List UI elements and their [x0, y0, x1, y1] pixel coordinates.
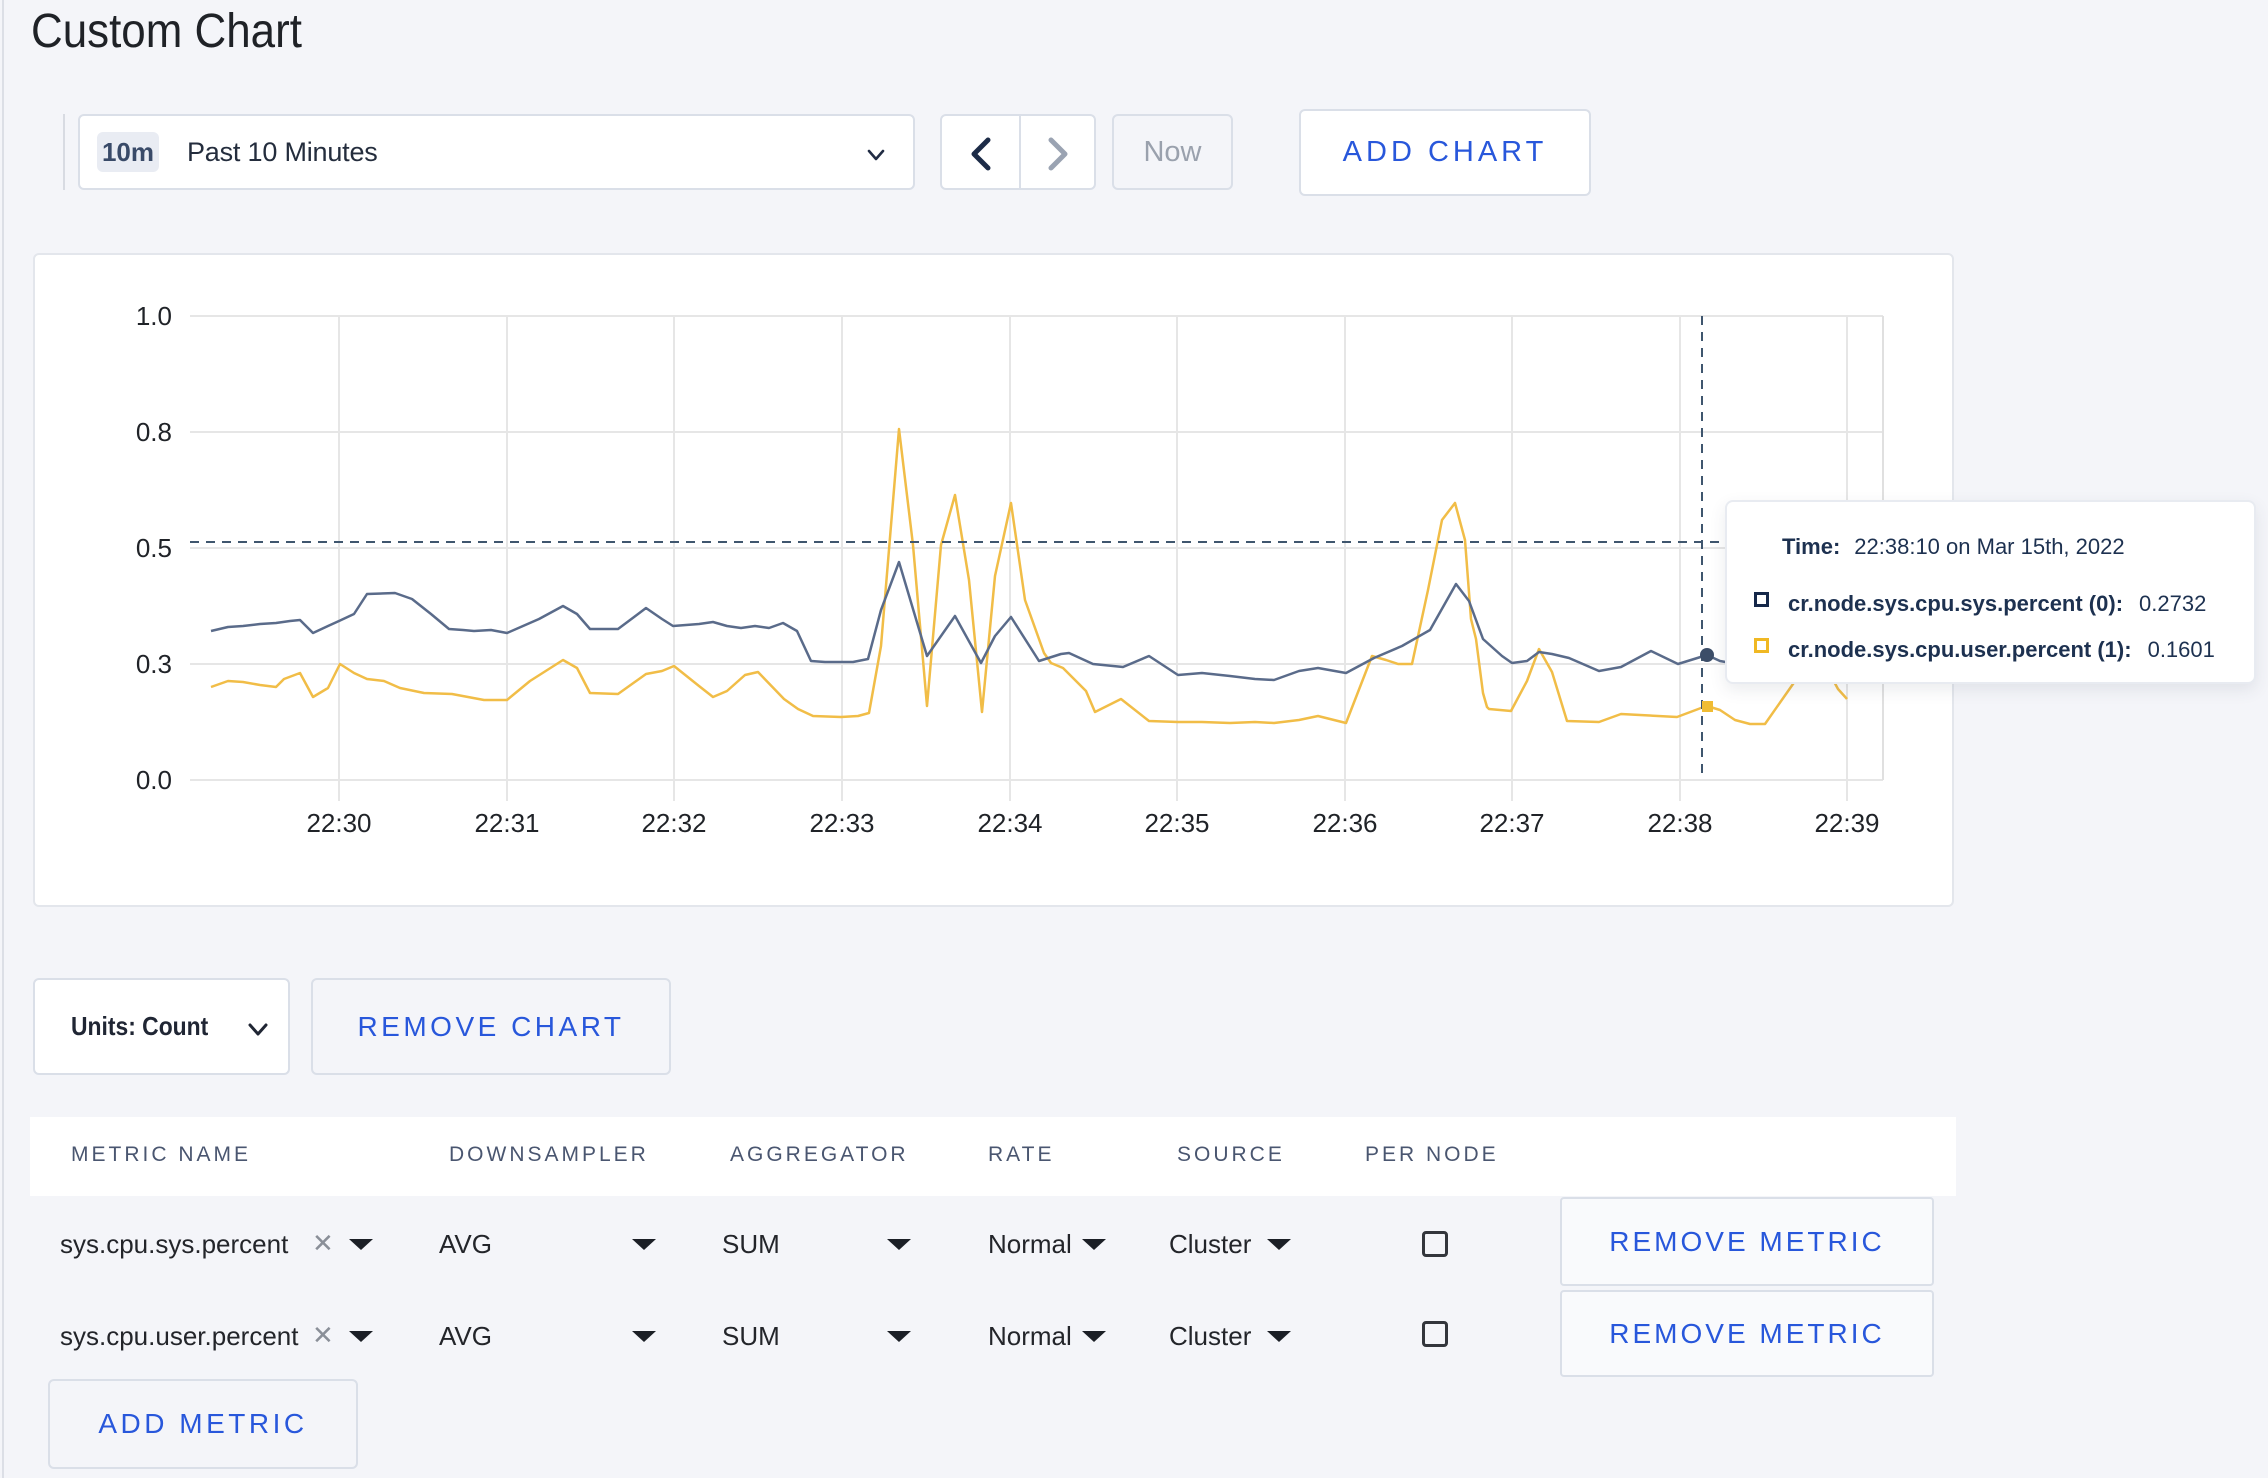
- svg-text:22:34: 22:34: [977, 808, 1042, 838]
- svg-text:22:30: 22:30: [306, 808, 371, 838]
- svg-text:0.5: 0.5: [136, 533, 172, 563]
- svg-text:22:38: 22:38: [1647, 808, 1712, 838]
- svg-text:0.3: 0.3: [136, 649, 172, 679]
- svg-text:1.0: 1.0: [136, 301, 172, 331]
- svg-text:22:39: 22:39: [1814, 808, 1879, 838]
- svg-text:0.0: 0.0: [136, 765, 172, 795]
- svg-text:22:32: 22:32: [641, 808, 706, 838]
- svg-text:22:33: 22:33: [809, 808, 874, 838]
- svg-text:22:36: 22:36: [1312, 808, 1377, 838]
- svg-text:22:31: 22:31: [474, 808, 539, 838]
- svg-text:22:37: 22:37: [1479, 808, 1544, 838]
- svg-text:0.8: 0.8: [136, 417, 172, 447]
- svg-text:22:35: 22:35: [1144, 808, 1209, 838]
